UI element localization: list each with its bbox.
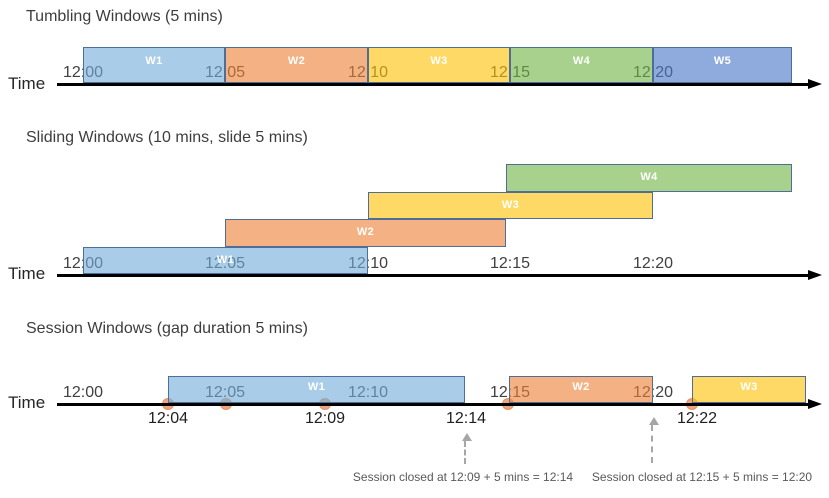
tick-label-1215: 12:15 [489, 255, 531, 272]
session-closed-annotation-2: Session closed at 12:15 + 5 mins = 12:20 [591, 470, 813, 484]
time-axis-label: Time [8, 74, 46, 93]
section-title-tumbling: Tumbling Windows (5 mins) [26, 8, 223, 25]
window-box-w2: W2 [225, 47, 368, 83]
axis-arrowhead-icon [808, 270, 822, 280]
window-box-w5: W5 [653, 47, 792, 83]
window-box-w2: W2 [509, 376, 653, 403]
window-label: W3 [740, 381, 758, 393]
window-label: W1 [145, 55, 163, 67]
session-closed-annotation-1: Session closed at 12:09 + 5 mins = 12:14 [352, 470, 574, 484]
time-axis-label: Time [8, 393, 46, 412]
window-box-w2: W2 [225, 219, 506, 247]
tick-label-1220: 12:20 [632, 255, 674, 272]
window-label: W1 [307, 381, 326, 393]
event-time-label: 12:09 [304, 410, 346, 427]
window-box-w4: W4 [510, 47, 653, 83]
timeline-axis [57, 274, 810, 277]
window-box-w1: W1 [83, 247, 368, 274]
window-label: W2 [572, 381, 590, 393]
window-box-w1: W1 [168, 376, 465, 403]
event-time-label: 12:04 [147, 410, 189, 427]
window-label: W2 [356, 226, 375, 238]
event-time-label: 12:14 [445, 410, 487, 427]
window-label: W4 [640, 171, 658, 183]
window-box-w3: W3 [368, 192, 653, 219]
window-label: W3 [430, 55, 448, 67]
axis-arrowhead-icon [808, 79, 822, 89]
window-label: W3 [501, 199, 520, 211]
tick-label-1200: 12:00 [62, 384, 104, 401]
window-box-w4: W4 [506, 164, 792, 192]
event-time-label: 12:22 [676, 410, 718, 427]
window-label: W2 [287, 55, 306, 67]
window-label: W4 [572, 55, 591, 67]
axis-arrowhead-icon [808, 399, 822, 409]
window-label: W5 [713, 55, 732, 67]
window-box-w3: W3 [368, 47, 510, 83]
section-title-session: Session Windows (gap duration 5 mins) [26, 320, 308, 337]
window-box-w1: W1 [83, 47, 225, 83]
window-box-w3: W3 [692, 376, 806, 403]
section-title-sliding: Sliding Windows (10 mins, slide 5 mins) [26, 129, 308, 146]
timeline-axis [57, 403, 810, 406]
dashed-up-arrow-icon [649, 417, 659, 463]
dashed-up-arrow-icon [462, 433, 472, 464]
time-axis-label: Time [8, 264, 46, 283]
window-label: W1 [216, 254, 235, 266]
timeline-axis [57, 83, 810, 86]
